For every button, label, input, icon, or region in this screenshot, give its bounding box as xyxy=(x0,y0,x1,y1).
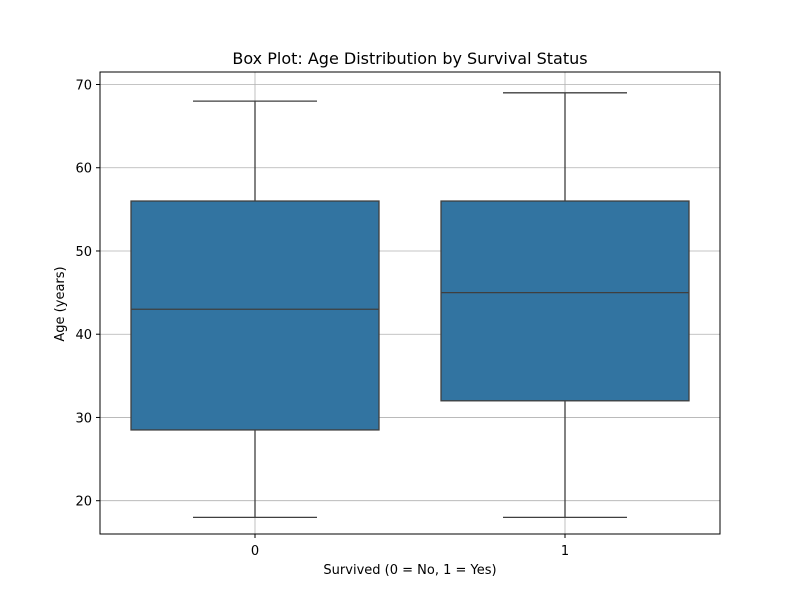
iqr-box xyxy=(130,200,380,431)
box-series xyxy=(130,92,690,519)
y-axis-label: Age (years) xyxy=(53,266,68,341)
iqr-box xyxy=(440,200,690,402)
x-axis-label: Survived (0 = No, 1 = Yes) xyxy=(323,563,496,578)
y-tick-label: 40 xyxy=(75,328,92,343)
x-tick-label: 1 xyxy=(561,544,569,559)
y-tick-label: 70 xyxy=(75,78,92,93)
axis-ticks: 20 30 40 50 60 70 0 1 xyxy=(75,78,569,559)
chart-title: Box Plot: Age Distribution by Survival S… xyxy=(232,49,587,68)
y-tick-label: 20 xyxy=(75,495,92,510)
x-tick-label: 0 xyxy=(251,544,259,559)
plot-area-frame xyxy=(99,71,721,535)
y-tick-label: 50 xyxy=(75,245,92,260)
y-tick-label: 60 xyxy=(75,162,92,177)
box-group xyxy=(440,92,690,519)
y-tick-label: 30 xyxy=(75,411,92,426)
box-group xyxy=(130,100,380,519)
